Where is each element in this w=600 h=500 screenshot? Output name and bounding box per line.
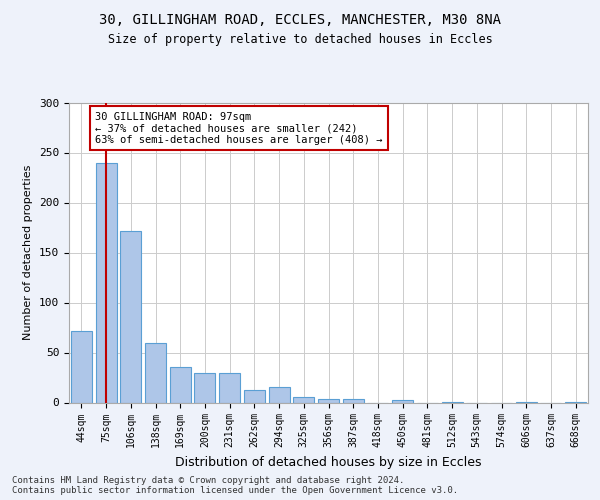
Bar bbox=[343, 398, 364, 402]
Text: Size of property relative to detached houses in Eccles: Size of property relative to detached ho… bbox=[107, 32, 493, 46]
Bar bbox=[120, 230, 141, 402]
Bar bbox=[145, 342, 166, 402]
Bar bbox=[269, 386, 290, 402]
Bar bbox=[318, 398, 339, 402]
Bar bbox=[194, 372, 215, 402]
Y-axis label: Number of detached properties: Number of detached properties bbox=[23, 165, 34, 340]
Bar bbox=[293, 396, 314, 402]
Text: 30 GILLINGHAM ROAD: 97sqm
← 37% of detached houses are smaller (242)
63% of semi: 30 GILLINGHAM ROAD: 97sqm ← 37% of detac… bbox=[95, 112, 382, 144]
Text: 30, GILLINGHAM ROAD, ECCLES, MANCHESTER, M30 8NA: 30, GILLINGHAM ROAD, ECCLES, MANCHESTER,… bbox=[99, 12, 501, 26]
Bar bbox=[170, 366, 191, 402]
Bar bbox=[244, 390, 265, 402]
Bar bbox=[392, 400, 413, 402]
Text: Contains HM Land Registry data © Crown copyright and database right 2024.
Contai: Contains HM Land Registry data © Crown c… bbox=[12, 476, 458, 495]
Bar bbox=[71, 330, 92, 402]
X-axis label: Distribution of detached houses by size in Eccles: Distribution of detached houses by size … bbox=[175, 456, 482, 469]
Bar bbox=[95, 162, 116, 402]
Bar bbox=[219, 372, 240, 402]
